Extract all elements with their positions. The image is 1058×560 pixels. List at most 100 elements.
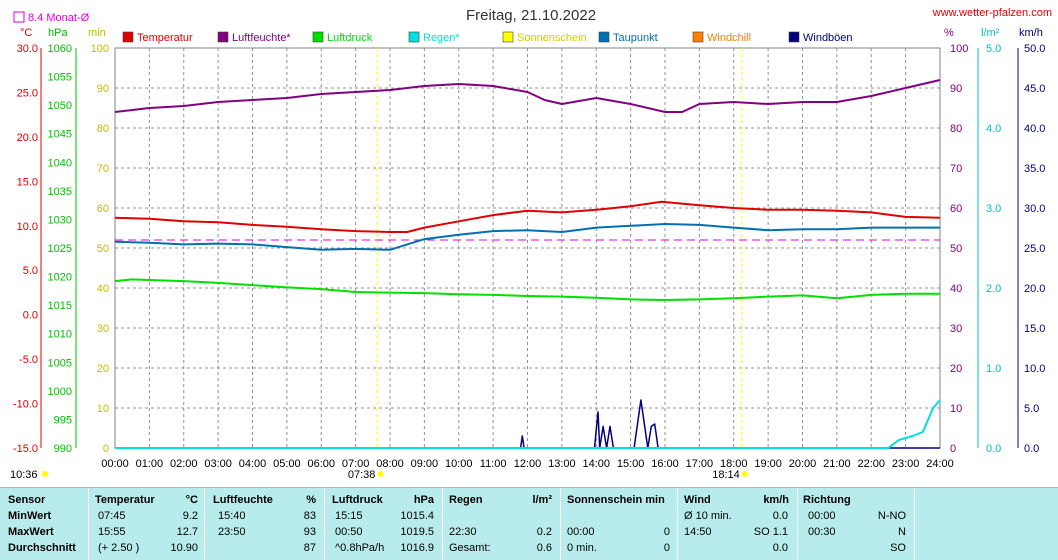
- stats-header-wind: Wind: [684, 494, 711, 506]
- pct-tick-label: 80: [950, 123, 962, 135]
- time-tick-label: 01:00: [136, 458, 164, 470]
- time-tick-label: 21:00: [823, 458, 851, 470]
- stats-press-time: ^0.8hPa/h: [335, 542, 385, 554]
- rain-tick-label: 2.0: [986, 283, 1001, 295]
- unit-temp: °C: [20, 27, 32, 39]
- stats-sun-time: 00:00: [567, 526, 595, 538]
- stats-wind-time: Ø 10 min.: [684, 510, 732, 522]
- min-tick-label: 20: [97, 363, 109, 375]
- temp-tick-label: -10.0: [13, 399, 38, 411]
- wind-tick-label: 20.0: [1024, 283, 1045, 295]
- stats-press-value: 1016.9: [400, 542, 434, 554]
- time-tick-label: 19:00: [754, 458, 782, 470]
- legend-label: Windchill: [707, 32, 751, 44]
- time-tick-label: 00:00: [101, 458, 129, 470]
- temp-tick-label: 25.0: [17, 87, 38, 99]
- press-tick-label: 1025: [48, 243, 72, 255]
- min-tick-label: 30: [97, 323, 109, 335]
- stats-wind-time: 14:50: [684, 526, 712, 538]
- stats-temp-time: 15:55: [98, 526, 126, 538]
- pct-tick-label: 0: [950, 443, 956, 455]
- wind-tick-label: 25.0: [1024, 243, 1045, 255]
- stats-header-sun: Sonnenschein min: [567, 494, 665, 506]
- time-tick-label: 08:00: [376, 458, 404, 470]
- press-tick-label: 990: [54, 443, 72, 455]
- time-tick-label: 02:00: [170, 458, 198, 470]
- stats-dir-value: N: [898, 526, 906, 538]
- stats-temp-value: 12.7: [176, 526, 198, 538]
- stats-dir-value: SO: [890, 542, 906, 554]
- stats-hum-time: 15:40: [218, 510, 246, 522]
- press-tick-label: 1010: [48, 329, 72, 341]
- website-link: www.wetter-pfalzen.com: [932, 7, 1052, 19]
- time-tick-label: 14:00: [582, 458, 610, 470]
- series-line-regen: [115, 399, 941, 449]
- stats-row-label: MaxWert: [8, 526, 54, 538]
- time-tick-label: 22:00: [857, 458, 885, 470]
- min-tick-label: 70: [97, 163, 109, 175]
- stats-header-rain-unit: l/m²: [532, 494, 552, 506]
- time-tick-label: 20:00: [789, 458, 817, 470]
- stats-hum-value: 87: [303, 542, 316, 554]
- stats-rain-time: Gesamt:: [449, 542, 491, 554]
- press-tick-label: 1050: [48, 100, 72, 112]
- stats-rain-value: 0.6: [536, 542, 552, 554]
- rain-tick-label: 3.0: [986, 203, 1001, 215]
- min-tick-label: 90: [97, 83, 109, 95]
- stats-sun-time: 0 min.: [567, 542, 597, 554]
- rain-tick-label: 1.0: [986, 363, 1001, 375]
- time-tick-label: 05:00: [273, 458, 301, 470]
- pct-tick-label: 70: [950, 163, 962, 175]
- min-tick-label: 10: [97, 403, 109, 415]
- press-tick-label: 1030: [48, 214, 72, 226]
- stats-hum-value: 93: [303, 526, 316, 538]
- stats-header-sensor: Sensor: [8, 494, 46, 506]
- month-avg-label: 8.4 Monat-Ø: [28, 12, 90, 24]
- stats-wind-value: 0.0: [772, 542, 788, 554]
- sunshine-duration: 10:36: [10, 469, 38, 481]
- stats-wind-value: 0.0: [772, 510, 788, 522]
- stats-temp-value: 10.90: [170, 542, 198, 554]
- press-tick-label: 1045: [48, 129, 72, 141]
- pct-tick-label: 100: [950, 43, 968, 55]
- stats-rain-time: 22:30: [449, 526, 477, 538]
- time-tick-label: 07:00: [342, 458, 370, 470]
- pct-tick-label: 40: [950, 283, 962, 295]
- stats-wind-value: SO 1.1: [753, 526, 788, 538]
- legend-label: Luftfeuchte*: [232, 32, 291, 44]
- press-tick-label: 1040: [48, 157, 72, 169]
- wind-tick-label: 0.0: [1024, 443, 1039, 455]
- stats-row-label: MinWert: [8, 510, 52, 522]
- stats-press-time: 00:50: [335, 526, 363, 538]
- time-tick-label: 18:00: [720, 458, 748, 470]
- stats-sun-value: 0: [663, 542, 670, 554]
- pct-tick-label: 10: [950, 403, 962, 415]
- stats-header-temp-unit: °C: [185, 494, 198, 506]
- stats-header-dir: Richtung: [803, 494, 851, 506]
- stats-row-label: Durchschnitt: [8, 542, 76, 554]
- temp-tick-label: 30.0: [17, 43, 38, 55]
- unit-min: min: [88, 27, 106, 39]
- min-tick-label: 100: [91, 43, 109, 55]
- unit-wind: km/h: [1019, 27, 1043, 39]
- pct-tick-label: 20: [950, 363, 962, 375]
- unit-rain: l/m²: [981, 27, 1000, 39]
- min-tick-label: 40: [97, 283, 109, 295]
- legend-label: Temperatur: [137, 32, 193, 44]
- stats-header-hum: Luftfeuchte: [213, 494, 273, 506]
- series-line-luftfeuchte: [114, 79, 941, 113]
- press-tick-label: 1055: [48, 72, 72, 84]
- legend-label: Sonnenschein: [517, 32, 587, 44]
- legend-swatch: [692, 31, 704, 43]
- legend-swatch: [502, 31, 514, 43]
- stats-temp-time: 07:45: [98, 510, 126, 522]
- wind-tick-label: 45.0: [1024, 83, 1045, 95]
- temp-tick-label: -15.0: [13, 443, 38, 455]
- wind-tick-label: 30.0: [1024, 203, 1045, 215]
- time-tick-label: 09:00: [411, 458, 439, 470]
- time-tick-label: 10:00: [445, 458, 473, 470]
- pct-tick-label: 50: [950, 243, 962, 255]
- wind-tick-label: 15.0: [1024, 323, 1045, 335]
- stats-rain-value: 0.2: [536, 526, 552, 538]
- stats-header-wind-unit: km/h: [763, 494, 789, 506]
